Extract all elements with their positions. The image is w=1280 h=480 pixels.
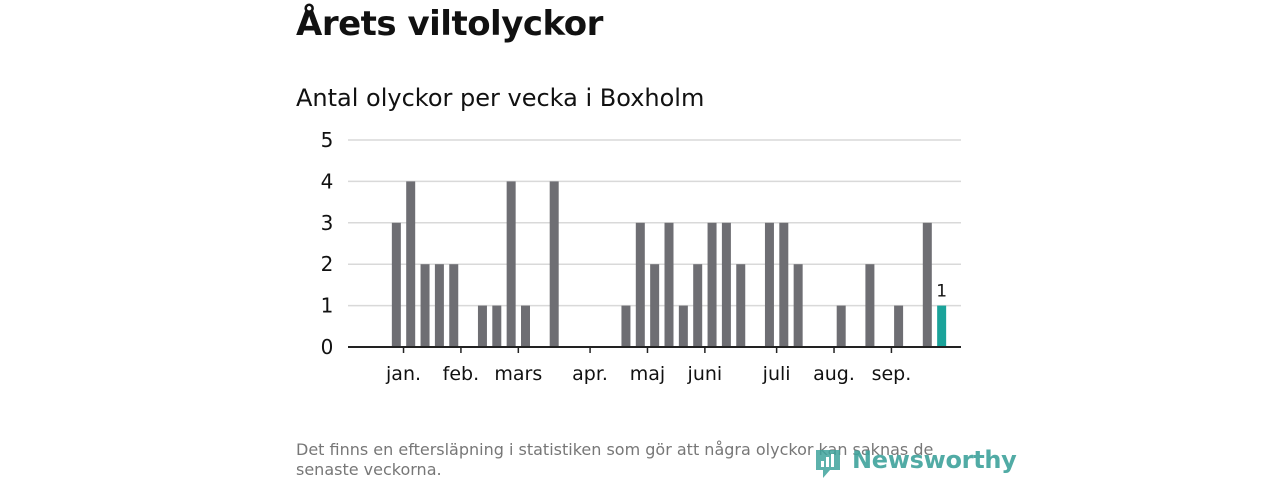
newsworthy-icon: [816, 450, 840, 478]
bar: [635, 222, 645, 347]
bar: [678, 305, 688, 347]
bar-chart: 0 1 2 3 4 5 jan. feb. mars apr. maj juni juli aug. se…: [321, 128, 961, 385]
bar: [549, 181, 559, 347]
bar: [406, 181, 416, 347]
data-label: 1: [936, 282, 947, 302]
bar: [836, 305, 846, 347]
y-tick-label: 4: [321, 169, 334, 193]
bar: [521, 305, 530, 347]
y-tick-label: 5: [321, 128, 334, 152]
bar: [779, 222, 789, 347]
bar: [922, 222, 932, 347]
bar: [492, 305, 502, 347]
bar: [707, 222, 717, 347]
bar: [764, 222, 774, 347]
x-axis: jan. feb. mars apr. maj juni juli aug. sep.: [348, 346, 961, 385]
y-tick-label: 0: [321, 335, 334, 359]
bar: [420, 264, 430, 347]
bar: [477, 305, 487, 347]
bar: [434, 264, 444, 347]
y-tick-label: 3: [321, 211, 334, 235]
bar: [449, 264, 459, 347]
brand-name: Newsworthy: [852, 446, 1017, 474]
x-tick-label: mars: [494, 363, 542, 385]
x-tick-label: juni: [687, 363, 723, 385]
bar: [650, 264, 660, 347]
x-tick-label: feb.: [443, 363, 479, 385]
newsworthy-logo: Newsworthy: [814, 446, 1017, 480]
y-tick-label: 1: [321, 294, 334, 318]
bar: [693, 264, 703, 347]
bar: [506, 181, 516, 347]
chart-title: Årets viltolyckor: [296, 4, 603, 44]
chart-subtitle: Antal olyckor per vecka i Boxholm: [296, 84, 705, 112]
data-labels: 1: [936, 282, 947, 302]
bar: [664, 222, 674, 347]
y-axis-ticks: 0 1 2 3 4 5: [321, 128, 334, 359]
y-tick-label: 2: [321, 252, 334, 276]
bar: [621, 305, 631, 347]
x-tick-label: sep.: [872, 363, 912, 385]
x-tick-label: maj: [630, 363, 665, 385]
bars: [391, 181, 947, 347]
bar: [736, 264, 746, 347]
x-tick-label: juli: [762, 363, 791, 385]
footnote: Det finns en eftersläpning i statistiken…: [296, 440, 934, 479]
bar: [721, 222, 731, 347]
bar: [865, 264, 875, 347]
bar-highlight: [937, 305, 947, 347]
x-tick-label: aug.: [813, 363, 855, 385]
bar: [793, 264, 803, 347]
bar: [391, 222, 401, 347]
x-tick-label: jan.: [385, 363, 421, 385]
x-tick-label: apr.: [572, 363, 608, 385]
bar: [894, 305, 904, 347]
